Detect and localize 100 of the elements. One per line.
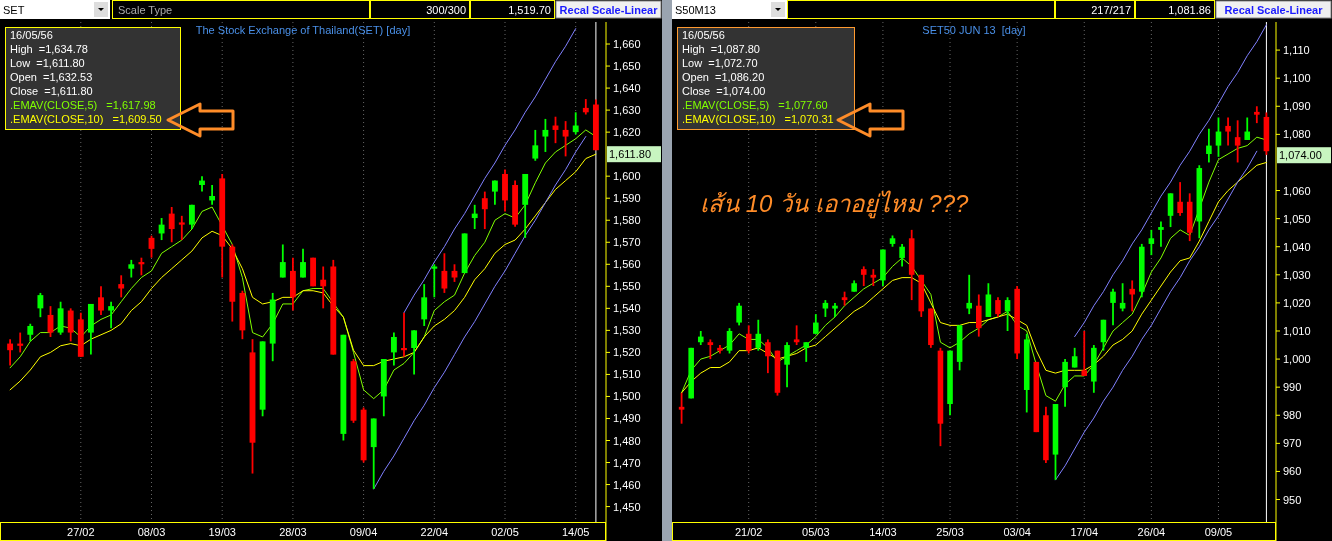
candlestick [401,311,407,358]
candlestick [1081,330,1088,377]
x-tick-label: 02/05 [491,526,519,538]
candlestick [572,111,579,136]
y-tick-label: 970 [1283,437,1302,450]
text: Scale Type [118,4,173,16]
y-tick-label: 1,580 [613,214,641,227]
text: .EMAV(CLOSE,10) =1,070.31 [682,113,834,125]
y-tick-label: 1,030 [1283,268,1311,281]
annotation: 16/05/56 [682,29,725,41]
y-tick-label: 1,110 [1283,44,1310,57]
y-tick-label: 1,020 [1283,296,1311,309]
text: 217/217 [1091,4,1131,16]
candlestick [37,292,44,319]
candlestick [279,243,286,279]
x-tick-label: 05/03 [802,526,830,538]
y-tick-label: 1,450 [613,500,641,513]
candlestick [481,190,488,230]
candlestick [1234,119,1241,164]
candlestick [870,268,877,287]
candlestick [1129,279,1135,313]
y-tick-label: 1,050 [1283,212,1311,225]
candlestick [1225,116,1231,147]
text: SET [3,4,25,16]
x-tick-label: 28/03 [279,526,307,538]
y-tick-label: 990 [1283,381,1302,394]
candlestick [793,324,800,346]
text: 300/300 [426,4,466,16]
x-tick-label: 21/02 [734,526,763,538]
candlestick [1244,116,1251,141]
annotation: Close =1,611.80 [10,85,93,97]
candlestick [995,296,1001,318]
text: Recal Scale-Linear [559,4,659,16]
text: S50M13 [675,4,716,16]
annotation: High =1,634.78 [10,43,88,55]
candlestick [421,283,428,327]
candlestick [471,203,478,230]
annotation: Low =1,072.70 [682,57,758,69]
x-tick-label: 25/03 [936,526,964,538]
candlestick [784,341,790,389]
candlestick [209,184,216,206]
y-tick-label: 1,540 [613,302,641,315]
line-series [373,136,587,490]
candlestick [562,120,569,158]
y-tick-label: 1,000 [1283,353,1311,366]
candlestick [755,318,762,352]
candlestick [532,129,539,162]
candlestick [966,273,972,316]
candlestick [431,263,438,299]
candlestick [1215,116,1222,158]
y-tick-label: 1,570 [613,236,641,249]
candlestick [813,313,819,335]
candlestick [98,285,104,316]
candlestick [491,179,498,206]
candlestick [1119,282,1126,313]
candlestick [178,214,185,241]
text: 1,081.86 [1168,4,1211,16]
candlestick [188,203,195,230]
annotation: High =1,087.80 [682,43,760,55]
candlestick [976,293,982,338]
annotation: Open =1,086.20 [682,71,765,83]
candlestick [118,274,125,299]
y-tick-label: 1,100 [1283,72,1311,85]
y-tick-label: 1,660 [613,38,641,51]
candlestick [1206,127,1212,164]
y-tick-label: 980 [1283,409,1302,422]
x-tick-label: 08/03 [137,526,166,538]
candlestick [678,391,685,425]
x-tick-label: 14/03 [869,526,897,538]
y-tick-label: 1,040 [1283,240,1311,253]
annotation: เส้น 10 วัน เอาอยู่ไหม ??? [700,190,970,219]
candlestick [726,327,733,355]
line-series [1054,150,1258,481]
x-tick-label: 03/04 [1003,526,1031,538]
text: 1,611.80 [609,148,652,161]
text: .EMAV(CLOSE,10) =1,609.50 [10,113,162,125]
text: .EMAV(CLOSE,5) =1,077.60 [682,99,828,111]
chart-title: The Stock Exchange of Thailand(SET) [day] [195,24,411,36]
candlestick [1110,287,1116,327]
candlestick [67,307,74,343]
y-tick-label: 1,510 [613,368,641,381]
y-tick-label: 1,090 [1283,100,1311,113]
y-tick-label: 1,560 [613,258,641,271]
candlestick [899,243,905,268]
text: Recal Scale-Linear [1224,4,1324,16]
annotation: Close =1,074.00 [682,85,766,97]
y-tick-label: 1,520 [613,346,641,359]
y-tick-label: 1,460 [613,478,641,491]
candlestick [860,265,867,287]
annotation: Open =1,632.53 [10,71,93,83]
y-tick-label: 1,500 [613,390,641,403]
candlestick [736,302,742,327]
candlestick [1167,192,1174,228]
candlestick [1177,181,1183,217]
y-tick-label: 1,600 [613,170,641,183]
y-tick-label: 1,640 [613,82,641,95]
candlestick [300,247,306,279]
y-tick-label: 1,620 [613,126,641,139]
x-tick-label: 19/03 [208,526,236,538]
candlestick [108,300,115,330]
